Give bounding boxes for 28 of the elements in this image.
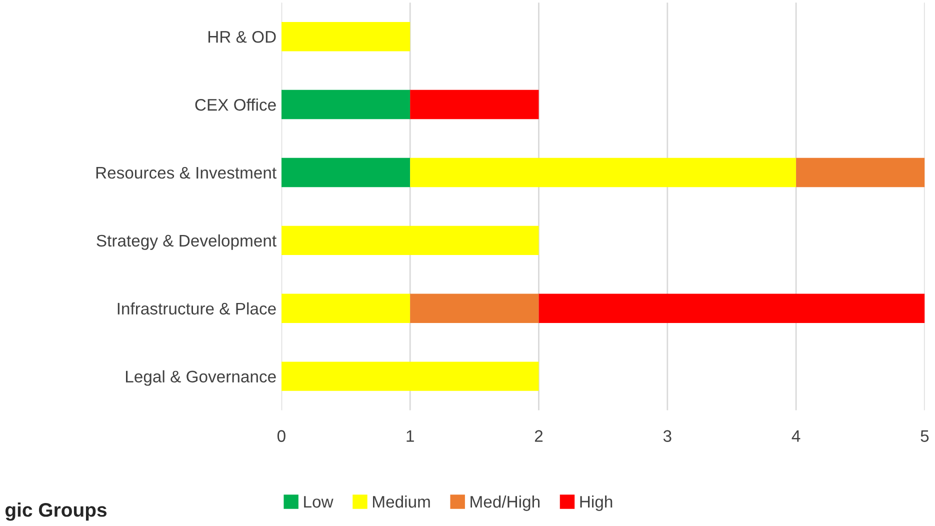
bar — [538, 294, 925, 323]
x-tick-label: 0 — [277, 430, 286, 442]
legend-label: Med/High — [470, 495, 540, 511]
y-tick-label: CEX Office — [195, 98, 276, 111]
y-tick-label: Resources & Investment — [96, 166, 276, 179]
y-tick-label: HR & OD — [208, 31, 276, 43]
bar — [281, 362, 539, 391]
bar — [281, 226, 539, 256]
bar — [281, 158, 410, 188]
x-tick-label: 5 — [920, 430, 929, 442]
y-tick-label: Legal & Governance — [126, 370, 276, 386]
x-tick-label: 2 — [534, 430, 543, 442]
text: gic Groups — [5, 502, 107, 521]
x-tick-label: 3 — [663, 430, 672, 442]
legend-label: High — [580, 495, 612, 511]
bar — [410, 90, 539, 120]
y-tick-label: Strategy & Development — [96, 234, 276, 250]
bar — [410, 294, 539, 323]
x-tick-label: 1 — [406, 430, 414, 442]
x-tick-label: 4 — [792, 430, 800, 442]
bar — [410, 158, 796, 188]
legend-label: Low — [304, 496, 334, 508]
y-tick-label: Infrastructure & Place — [118, 302, 276, 315]
bar — [796, 158, 925, 188]
bar — [281, 294, 410, 323]
bar — [281, 22, 410, 52]
legend-label: Medium — [373, 495, 430, 508]
bar — [281, 90, 410, 120]
